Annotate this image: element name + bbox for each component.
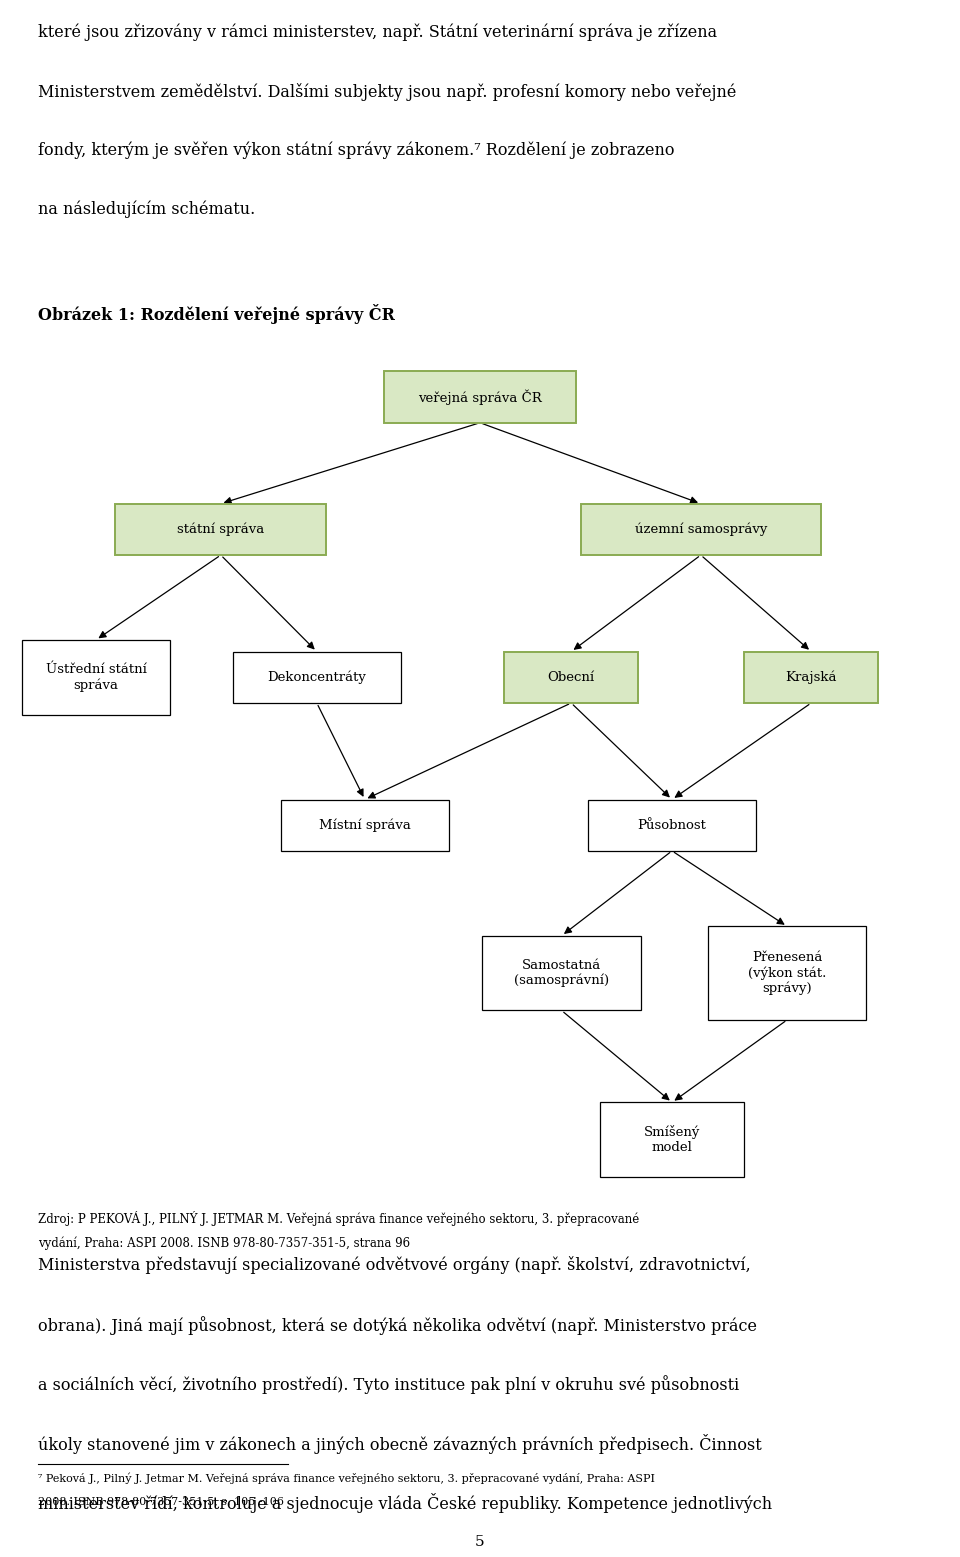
FancyBboxPatch shape — [22, 640, 170, 715]
Text: vydání, Praha: ASPI 2008. ISNB 978-80-7357-351-5, strana 96: vydání, Praha: ASPI 2008. ISNB 978-80-73… — [38, 1236, 411, 1250]
Text: 5: 5 — [475, 1535, 485, 1549]
Text: Místní správa: Místní správa — [319, 819, 411, 831]
Text: ministerstev řídí, kontroluje a sjednocuje vláda České republiky. Kompetence jed: ministerstev řídí, kontroluje a sjednocu… — [38, 1493, 773, 1513]
FancyBboxPatch shape — [581, 504, 821, 556]
Text: na následujícím schématu.: na následujícím schématu. — [38, 201, 255, 218]
Text: fondy, kterým je svěřen výkon státní správy zákonem.⁷ Rozdělení je zobrazeno: fondy, kterým je svěřen výkon státní spr… — [38, 142, 675, 159]
Text: Obecní: Obecní — [547, 671, 595, 684]
FancyBboxPatch shape — [233, 652, 400, 704]
Text: obrana). Jiná mají působnost, která se dotýká několika odvětví (např. Ministerst: obrana). Jiná mají působnost, která se d… — [38, 1316, 757, 1334]
Text: úkoly stanovené jim v zákonech a jiných obecně závazných právních předpisech. Či: úkoly stanovené jim v zákonech a jiných … — [38, 1434, 762, 1454]
Text: Obrázek 1: Rozdělení veřejné správy ČR: Obrázek 1: Rozdělení veřejné správy ČR — [38, 304, 396, 324]
Text: ⁷ Peková J., Pilný J. Jetmar M. Veřejná správa finance veřejného sektoru, 3. pře: ⁷ Peková J., Pilný J. Jetmar M. Veřejná … — [38, 1473, 656, 1484]
Text: veřejná správa ČR: veřejná správa ČR — [419, 389, 541, 405]
Text: Krajská: Krajská — [785, 671, 837, 684]
Text: Dekoncentráty: Dekoncentráty — [268, 671, 366, 684]
Text: Ministerstvem zemědělství. Dalšími subjekty jsou např. profesní komory nebo veře: Ministerstvem zemědělství. Dalšími subje… — [38, 83, 736, 101]
Text: Zdroj: P PEKOVÁ J., PILNÝ J. JETMAR M. Veřejná správa finance veřejného sektoru,: Zdroj: P PEKOVÁ J., PILNÝ J. JETMAR M. V… — [38, 1211, 639, 1227]
Text: které jsou zřizovány v rámci ministerstev, např. Státní veterinární správa je zř: které jsou zřizovány v rámci ministerste… — [38, 23, 717, 40]
FancyBboxPatch shape — [384, 372, 576, 424]
FancyBboxPatch shape — [504, 652, 638, 704]
Text: státní správa: státní správa — [178, 523, 264, 536]
Text: územní samosprávy: územní samosprávy — [635, 523, 767, 536]
Text: a sociálních věcí, životního prostředí). Tyto instituce pak plní v okruhu své pů: a sociálních věcí, životního prostředí).… — [38, 1375, 739, 1394]
Text: Přenesená
(výkon stát.
správy): Přenesená (výkon stát. správy) — [748, 951, 827, 995]
FancyBboxPatch shape — [600, 1102, 744, 1177]
FancyBboxPatch shape — [280, 800, 448, 852]
Text: Smíšený
model: Smíšený model — [644, 1126, 700, 1154]
Text: Samostatná
(samosprávní): Samostatná (samosprávní) — [514, 959, 610, 987]
Text: Působnost: Působnost — [637, 819, 707, 831]
FancyBboxPatch shape — [744, 652, 878, 704]
Text: Ústřední státní
správa: Ústřední státní správa — [45, 663, 147, 691]
FancyBboxPatch shape — [708, 926, 866, 1020]
FancyBboxPatch shape — [115, 504, 326, 556]
FancyBboxPatch shape — [588, 800, 756, 852]
Text: Ministerstva představují specializované odvětvové orgány (např. školství, zdravo: Ministerstva představují specializované … — [38, 1256, 751, 1275]
Text: 2008. ISNB 978-80-7357-351-5, s. 105 -106: 2008. ISNB 978-80-7357-351-5, s. 105 -10… — [38, 1496, 284, 1506]
FancyBboxPatch shape — [482, 936, 641, 1010]
